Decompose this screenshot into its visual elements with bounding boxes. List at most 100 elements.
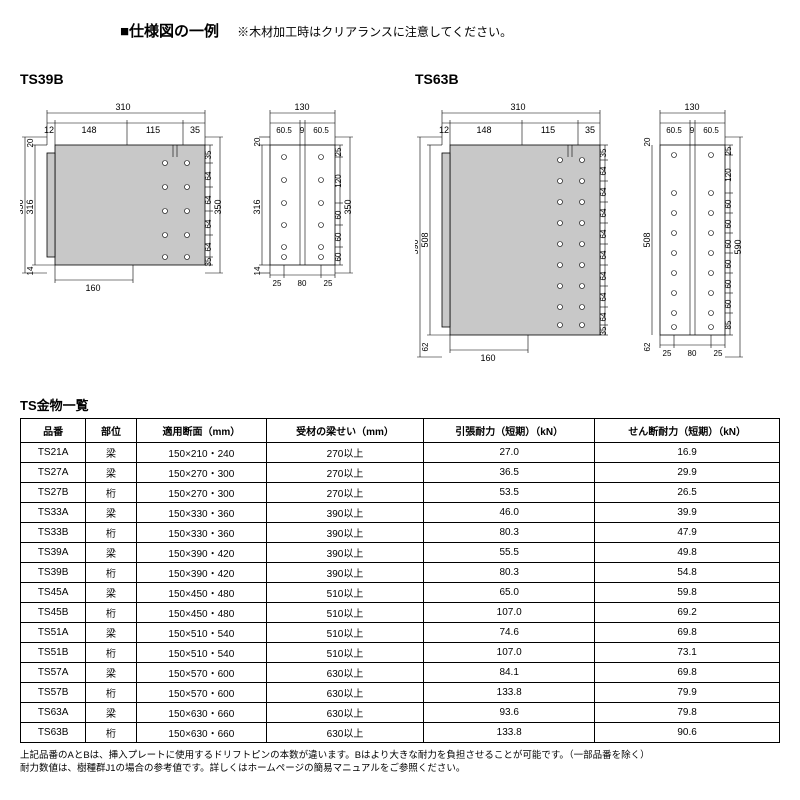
table-cell: TS33A — [21, 503, 86, 523]
svg-text:35: 35 — [204, 150, 213, 159]
table-cell: 26.5 — [595, 483, 780, 503]
table-cell: 梁 — [86, 543, 137, 563]
table-cell: 桁 — [86, 643, 137, 663]
svg-text:160: 160 — [85, 283, 100, 293]
table-cell: 93.6 — [424, 703, 595, 723]
table-cell: 107.0 — [424, 603, 595, 623]
footnotes: 上記品番のAとBは、挿入プレートに使用するドリフトピンの本数が違います。Bはより… — [20, 749, 780, 776]
svg-text:20: 20 — [643, 137, 652, 146]
svg-text:64: 64 — [599, 292, 608, 301]
svg-text:60: 60 — [724, 259, 733, 268]
table-cell: 390以上 — [266, 563, 423, 583]
table-cell: 150×270・300 — [136, 463, 266, 483]
table-cell: 桁 — [86, 603, 137, 623]
table-cell: 73.1 — [595, 643, 780, 663]
table-row: TS39B桁150×390・420390以上80.354.8 — [21, 563, 780, 583]
svg-text:64: 64 — [204, 242, 213, 251]
table-cell: 150×570・600 — [136, 663, 266, 683]
table-cell: 46.0 — [424, 503, 595, 523]
table-cell: 270以上 — [266, 463, 423, 483]
svg-text:12: 12 — [44, 125, 54, 135]
svg-text:130: 130 — [684, 102, 699, 112]
table-cell: TS27B — [21, 483, 86, 503]
svg-text:60: 60 — [724, 239, 733, 248]
table-cell: 梁 — [86, 623, 137, 643]
table-cell: 49.8 — [595, 543, 780, 563]
svg-text:25: 25 — [334, 147, 343, 156]
svg-text:35: 35 — [599, 326, 608, 335]
svg-text:64: 64 — [204, 171, 213, 180]
table-cell: 桁 — [86, 523, 137, 543]
table-cell: 270以上 — [266, 483, 423, 503]
table-cell: 150×330・360 — [136, 523, 266, 543]
svg-text:508: 508 — [642, 232, 652, 247]
table-cell: TS57A — [21, 663, 86, 683]
table-cell: 150×450・480 — [136, 583, 266, 603]
footnote-line: 上記品番のAとBは、挿入プレートに使用するドリフトピンの本数が違います。Bはより… — [20, 749, 780, 762]
svg-text:148: 148 — [81, 125, 96, 135]
table-row: TS21A梁150×210・240270以上27.016.9 — [21, 443, 780, 463]
svg-text:20: 20 — [253, 137, 262, 146]
table-header: 引張耐力（短期）（kN） — [424, 419, 595, 443]
table-cell: 150×390・420 — [136, 543, 266, 563]
table-row: TS45A梁150×450・480510以上65.059.8 — [21, 583, 780, 603]
table-cell: TS51B — [21, 643, 86, 663]
table-cell: 390以上 — [266, 523, 423, 543]
svg-text:64: 64 — [599, 208, 608, 217]
svg-text:14: 14 — [253, 266, 262, 275]
table-cell: TS45A — [21, 583, 86, 603]
svg-text:64: 64 — [599, 271, 608, 280]
table-header: 適用断面（mm） — [136, 419, 266, 443]
table-cell: 510以上 — [266, 643, 423, 663]
table-header: 部位 — [86, 419, 137, 443]
table-cell: 29.9 — [595, 463, 780, 483]
table-cell: 65.0 — [424, 583, 595, 603]
table-cell: 74.6 — [424, 623, 595, 643]
table-cell: 54.8 — [595, 563, 780, 583]
table-cell: 36.5 — [424, 463, 595, 483]
svg-text:60: 60 — [724, 199, 733, 208]
table-cell: 630以上 — [266, 723, 423, 743]
table-row: TS51B桁150×510・540510以上107.073.1 — [21, 643, 780, 663]
table-cell: 630以上 — [266, 703, 423, 723]
svg-text:64: 64 — [599, 187, 608, 196]
table-cell: TS39B — [21, 563, 86, 583]
diagram-row: TS39B — [20, 71, 780, 375]
svg-text:130: 130 — [294, 102, 309, 112]
svg-text:62: 62 — [421, 342, 430, 351]
table-header: せん断耐力（短期）（kN） — [595, 419, 780, 443]
svg-text:508: 508 — [420, 232, 430, 247]
table-cell: 27.0 — [424, 443, 595, 463]
svg-text:14: 14 — [26, 266, 35, 275]
svg-text:35: 35 — [585, 125, 595, 135]
svg-text:64: 64 — [599, 229, 608, 238]
table-cell: 133.8 — [424, 683, 595, 703]
table-cell: 梁 — [86, 583, 137, 603]
svg-text:350: 350 — [343, 199, 353, 214]
table-cell: 150×450・480 — [136, 603, 266, 623]
table-cell: 150×510・540 — [136, 623, 266, 643]
diagram-label: TS63B — [415, 71, 780, 87]
diagram-label: TS39B — [20, 71, 385, 87]
svg-text:9: 9 — [690, 126, 695, 135]
svg-text:25: 25 — [663, 349, 672, 358]
svg-text:25: 25 — [714, 349, 723, 358]
svg-text:60: 60 — [724, 279, 733, 288]
table-cell: TS33B — [21, 523, 86, 543]
svg-text:60: 60 — [334, 210, 343, 219]
svg-text:310: 310 — [510, 102, 525, 112]
svg-text:12: 12 — [439, 125, 449, 135]
table-cell: 79.9 — [595, 683, 780, 703]
table-cell: 630以上 — [266, 663, 423, 683]
svg-text:64: 64 — [599, 166, 608, 175]
table-cell: 69.8 — [595, 663, 780, 683]
svg-text:60.5: 60.5 — [703, 126, 719, 135]
diagram-ts39b: TS39B — [20, 71, 385, 375]
table-cell: 150×270・300 — [136, 483, 266, 503]
svg-text:64: 64 — [599, 250, 608, 259]
svg-text:115: 115 — [146, 125, 160, 135]
ts-hardware-table: 品番部位適用断面（mm）受材の梁せい（mm）引張耐力（短期）（kN）せん断耐力（… — [20, 418, 780, 743]
table-cell: 梁 — [86, 703, 137, 723]
page-header: ■仕様図の一例 ※木材加工時はクリアランスに注意してください。 — [120, 20, 780, 41]
table-cell: TS39A — [21, 543, 86, 563]
